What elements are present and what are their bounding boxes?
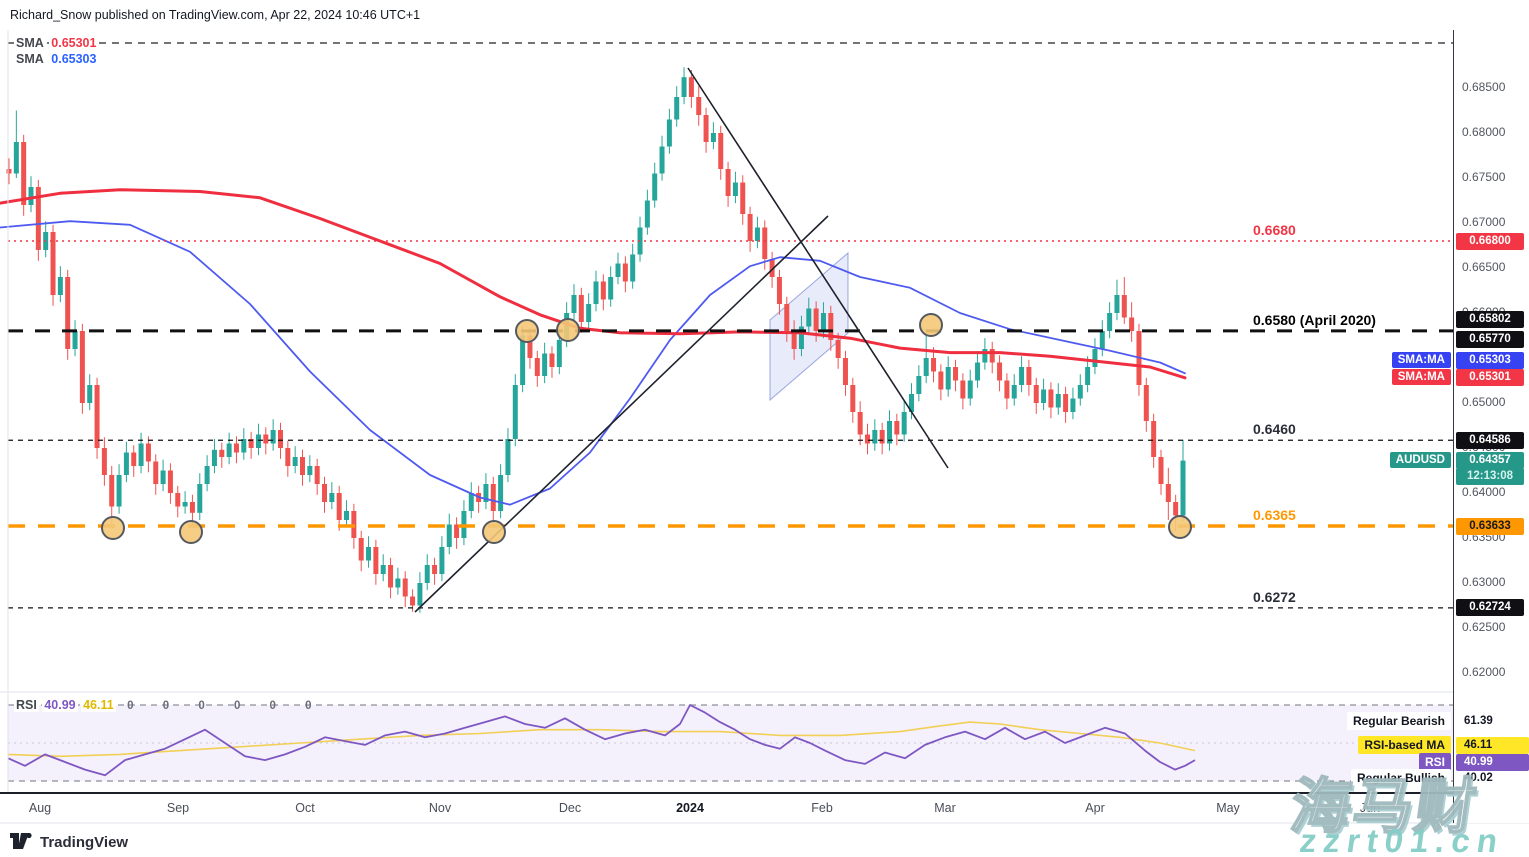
sma-fast-value: 0.65303 — [49, 52, 99, 66]
price-axis-tick: 0.64000 — [1462, 485, 1506, 499]
rsi-side-pill: RSI — [1418, 753, 1451, 771]
price-axis-tick: 0.65000 — [1462, 395, 1506, 409]
rsi-axis-value: 61.39 — [1464, 715, 1493, 727]
price-axis-tick: 0.62000 — [1462, 665, 1506, 679]
legend-sma-fast[interactable]: SMA 0.65303 — [14, 52, 99, 66]
time-axis-label[interactable]: Nov — [428, 801, 452, 815]
legend-rsi[interactable]: RSI 40.99 46.11 0 0 0 0 0 0 — [14, 698, 325, 712]
rsi-axis-value: 40.99 — [1456, 754, 1529, 771]
time-axis-label[interactable]: Apr — [1085, 801, 1105, 815]
sma-slow-label: SMA — [14, 36, 46, 50]
price-axis-badge: 0.63633 — [1456, 517, 1524, 535]
time-axis-label[interactable]: Dec — [558, 801, 582, 815]
price-axis-tick: 0.63000 — [1462, 575, 1506, 589]
price-axis-tick: 0.67500 — [1462, 170, 1506, 184]
time-axis-label[interactable]: May — [1216, 801, 1240, 815]
tradingview-logo-text: TradingView — [40, 833, 129, 851]
legend-sma-slow[interactable]: SMA 0.65301 — [14, 36, 99, 50]
price-level-label: 0.6460 — [1253, 421, 1296, 438]
rsi-side-pill: Regular Bearish — [1346, 712, 1451, 730]
sma-axis-pill: SMA:MA — [1391, 351, 1451, 368]
price-axis-badge: 0.65802 — [1456, 311, 1524, 329]
price-axis-badge: 0.65770 — [1456, 331, 1524, 349]
symbol-price-pill: AUDUSD — [1389, 451, 1451, 468]
publish-header: Richard_Snow published on TradingView.co… — [10, 8, 421, 22]
price-axis-badge: 0.66800 — [1456, 232, 1524, 250]
price-axis[interactable] — [1453, 30, 1529, 823]
rsi-value: 40.99 — [42, 698, 78, 712]
time-axis-label[interactable]: Sep — [166, 801, 190, 815]
watermark-url: zzrt01.cn — [1297, 822, 1507, 857]
sma-fast-label: SMA — [14, 52, 46, 66]
price-axis-tick: 0.68500 — [1462, 80, 1506, 94]
time-axis-label[interactable]: Mar — [934, 801, 956, 815]
rsi-side-pill: RSI-based MA — [1358, 736, 1451, 754]
sma-slow-value: 0.65301 — [49, 36, 99, 50]
rsi-params: 0 0 0 0 0 0 — [127, 700, 325, 712]
current-price-badge: 0.64357 — [1456, 452, 1524, 470]
rsi-ma-value: 46.11 — [81, 698, 116, 712]
price-level-label: 0.6580 (April 2020) — [1253, 311, 1376, 328]
price-level-label: 0.6272 — [1253, 588, 1296, 605]
tradingview-logo[interactable]: TradingView — [10, 831, 128, 853]
price-level-label: 0.6680 — [1253, 222, 1296, 238]
time-axis-label[interactable]: Oct — [295, 801, 315, 815]
price-axis-tick: 0.62500 — [1462, 620, 1506, 634]
time-axis-label[interactable]: Feb — [811, 801, 833, 815]
price-axis-tick: 0.67000 — [1462, 215, 1506, 229]
sma-axis-pill: SMA:MA — [1391, 368, 1451, 385]
rsi-side-pill: Regular Bullish — [1350, 769, 1451, 787]
time-axis-label[interactable]: Jun — [1359, 801, 1381, 815]
rsi-axis-value: 40.02 — [1464, 772, 1493, 784]
price-axis-badge: 0.65301 — [1456, 369, 1524, 387]
price-axis-tick: 0.68000 — [1462, 125, 1506, 139]
rsi-axis-value: 46.11 — [1456, 737, 1529, 754]
bar-countdown: 12:13:08 — [1456, 467, 1524, 485]
price-axis-tick: 0.66500 — [1462, 260, 1506, 274]
tradingview-logo-icon — [10, 832, 32, 849]
time-axis-label[interactable]: 2024 — [676, 801, 704, 815]
price-axis-badge: 0.62724 — [1456, 599, 1524, 617]
rsi-label: RSI — [14, 698, 39, 712]
price-level-label: 0.6365 — [1253, 507, 1296, 524]
price-axis-badge: 0.65303 — [1456, 352, 1524, 370]
time-axis-label[interactable]: Aug — [28, 801, 52, 815]
price-axis-badge: 0.64586 — [1456, 431, 1524, 449]
